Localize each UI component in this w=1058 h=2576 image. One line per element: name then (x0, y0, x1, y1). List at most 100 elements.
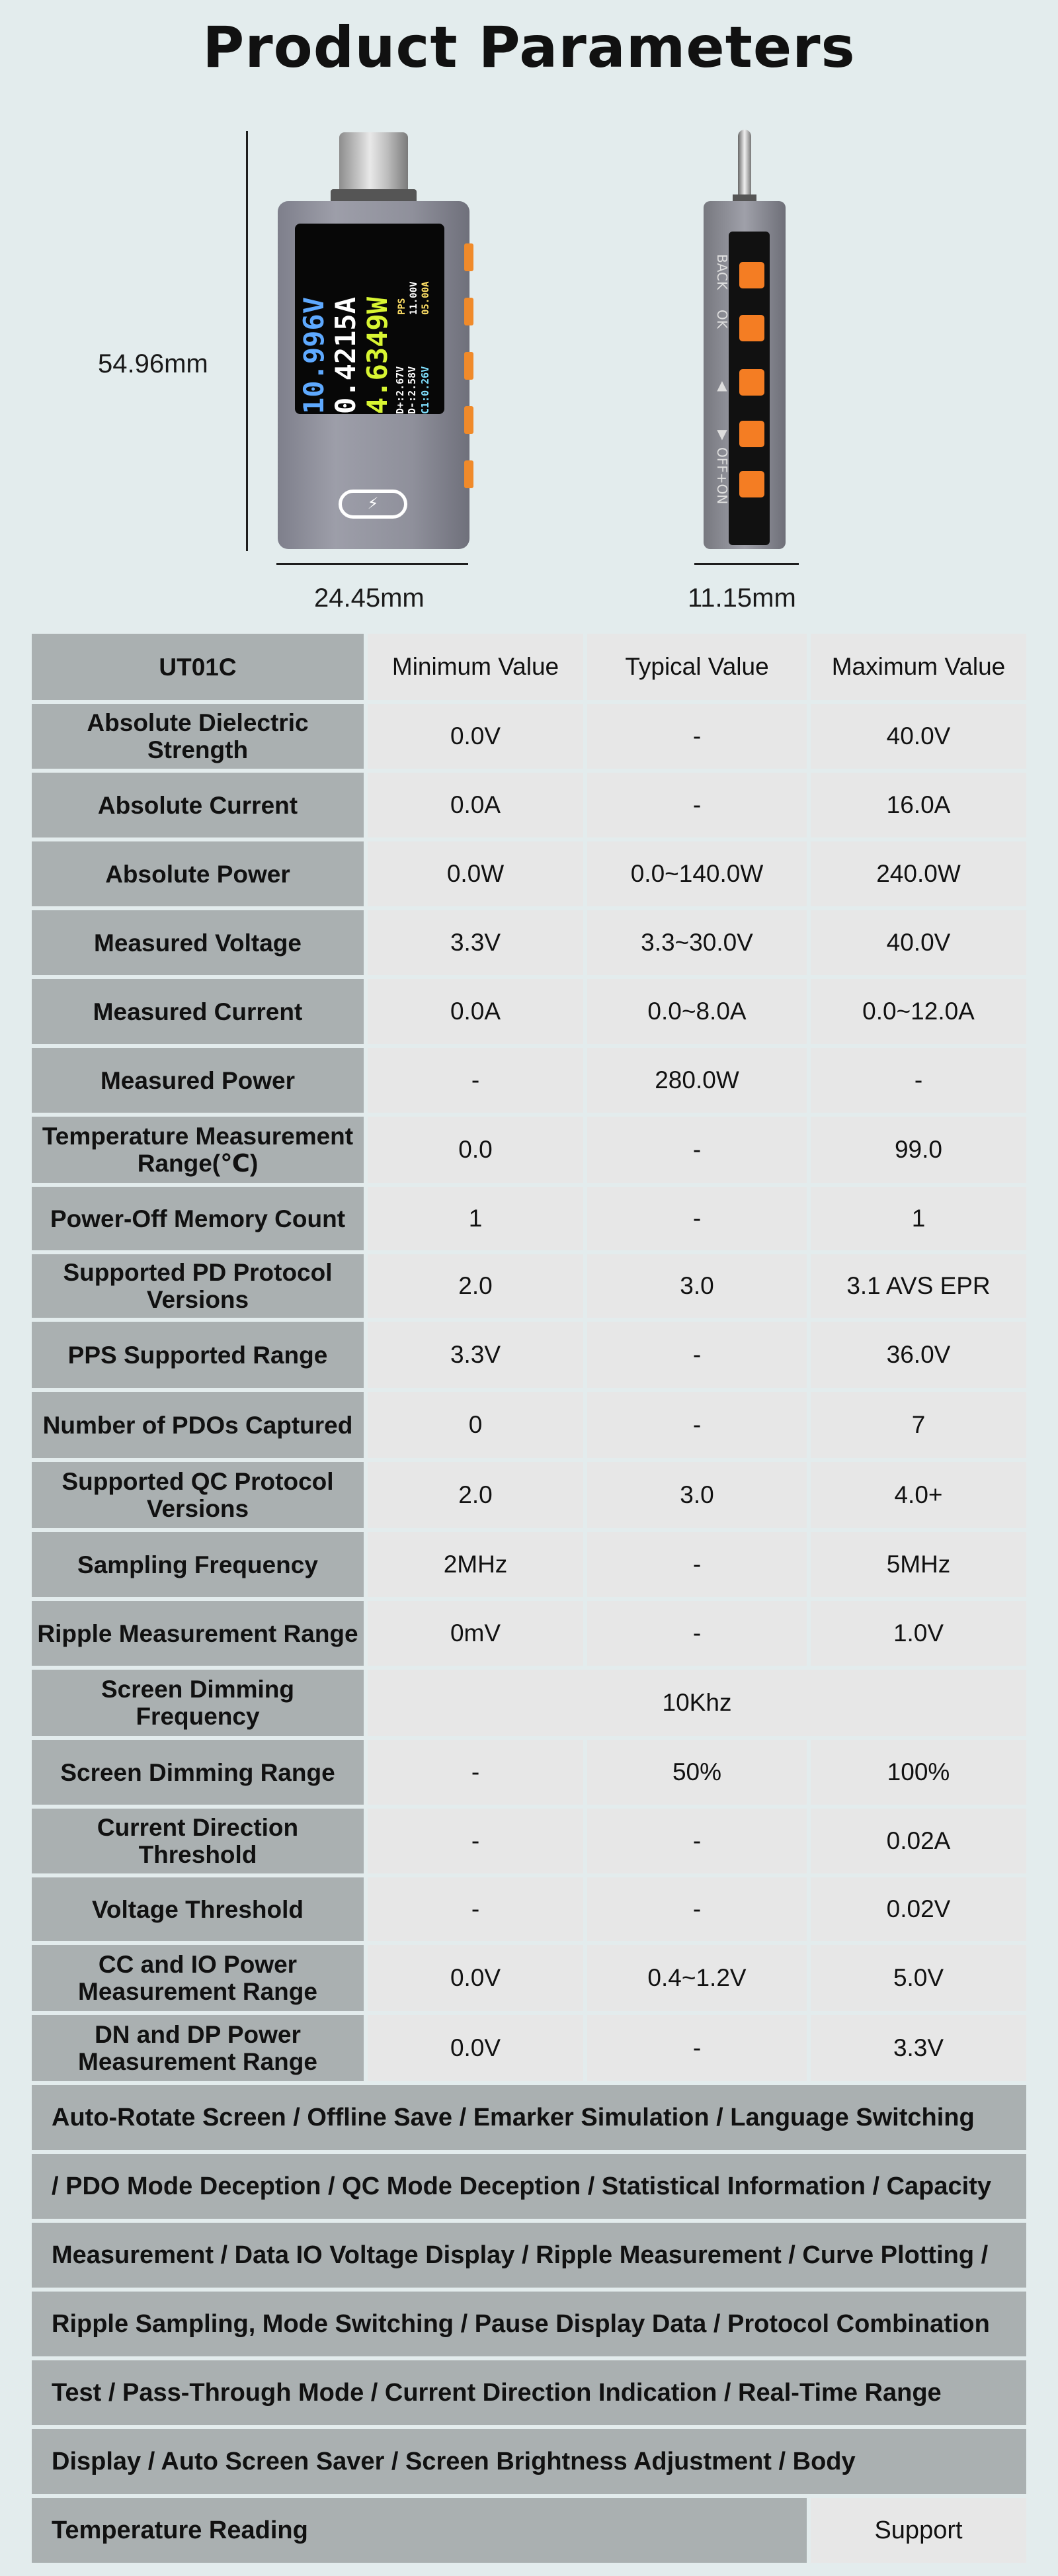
value-cell: 2MHz (368, 1532, 583, 1597)
screen-cc: C1:0.26V (419, 366, 431, 414)
value-cell: 0.0 (368, 1117, 583, 1183)
value-cell: 0.0A (368, 979, 583, 1044)
table-header-cell: Minimum Value (368, 634, 583, 700)
value-cell: - (587, 1877, 807, 1941)
value-cell: 5.0V (811, 1945, 1026, 2011)
value-cell: 7 (811, 1392, 1026, 1458)
parameter-name-cell: Screen Dimming Frequency (32, 1670, 364, 1736)
value-cell: 280.0W (587, 1048, 807, 1113)
value-cell: 50% (587, 1740, 807, 1805)
value-cell: 0.02V (811, 1877, 1026, 1941)
parameter-name-cell: Measured Current (32, 979, 364, 1044)
value-cell: - (587, 773, 807, 837)
table-row: Supported QC Protocol Versions 2.0 3.0 4.0+ (32, 1462, 1026, 1528)
feature-line: Auto-Rotate Screen / Offline Save / Emar… (32, 2085, 1026, 2150)
value-cell: - (368, 1740, 583, 1805)
side-button (464, 406, 473, 434)
value-cell: - (587, 1809, 807, 1873)
width-dimension-line (276, 563, 468, 565)
parameter-name-cell: Temperature Measurement Range(℃) (32, 1117, 364, 1183)
table-row: Current Direction Threshold - -0.02A (32, 1809, 1026, 1873)
table-row: Supported PD Protocol Versions 2.0 3.0 3.1 … (32, 1254, 1026, 1318)
screen-power: 4.6349W (361, 296, 393, 414)
side-button (464, 243, 473, 271)
table-row: Measured Voltage 3.3V 3.3~30.0V 40.0V (32, 910, 1026, 975)
value-cell: 3.1 AVS EPR (811, 1254, 1026, 1318)
table-header-cell: UT01C (32, 634, 364, 700)
device-screen (295, 224, 444, 414)
depth-dimension-line (694, 563, 799, 565)
table-row: Ripple Measurement Range 0mV -1.0V (32, 1601, 1026, 1666)
value-cell: - (587, 1392, 807, 1458)
parameter-name-cell: Absolute Current (32, 773, 364, 837)
parameter-name-cell: Absolute Dielectric Strength (32, 704, 364, 769)
value-cell: 0.0~140.0W (587, 841, 807, 906)
parameter-name-cell: Ripple Measurement Range (32, 1601, 364, 1666)
ok-button (739, 315, 764, 341)
screen-pps-label: PPS (397, 298, 407, 315)
value-cell: 10Khz (368, 1670, 1026, 1736)
depth-dimension-label: 11.15mm (688, 583, 796, 613)
value-cell: - (587, 1601, 807, 1666)
value-cell: - (587, 2015, 807, 2081)
value-cell: 3.3V (368, 1322, 583, 1388)
feature-support-cell: Support (811, 2498, 1026, 2563)
feature-line: Ripple Sampling, Mode Switching / Pause … (32, 2292, 1026, 2356)
table-header-row: UT01C Minimum Value Typical Value Maximum V… (32, 634, 1026, 700)
value-cell: 0.0A (368, 773, 583, 837)
value-cell: 3.3V (368, 910, 583, 975)
value-cell: 0.0~12.0A (811, 979, 1026, 1044)
height-dimension-label: 54.96mm (98, 349, 208, 378)
value-cell: 3.3V (811, 2015, 1026, 2081)
value-cell: - (368, 1048, 583, 1113)
screen-voltage: 10.996V (298, 296, 330, 414)
device-screen-readout: 10.996V 0.4215A 4.6349W D+:2.67V D-:2.58… (298, 229, 442, 414)
parameter-name-cell: DN and DP Power Measurement Range (32, 2015, 364, 2081)
screen-dminus: D-:2.58V (406, 366, 418, 414)
parameter-name-cell: Supported QC Protocol Versions (32, 1462, 364, 1528)
back-button (739, 262, 764, 288)
ok-label: OK (714, 310, 730, 329)
side-button (464, 298, 473, 325)
brand-logo-icon: ⚡ (339, 490, 407, 519)
screen-pps-voltage: 11.00V (409, 281, 419, 315)
value-cell: 0 (368, 1392, 583, 1458)
parameter-name-cell: Voltage Threshold (32, 1877, 364, 1941)
height-dimension-line (246, 131, 248, 551)
table-row: Absolute Dielectric Strength 0.0V -40.0V (32, 704, 1026, 769)
value-cell: - (587, 1187, 807, 1250)
table-row: Absolute Current 0.0A -16.0A (32, 773, 1026, 837)
back-label: BACK (714, 254, 730, 290)
parameter-name-cell: PPS Supported Range (32, 1322, 364, 1388)
side-button (464, 352, 473, 380)
feature-line: / PDO Mode Deception / QC Mode Deception… (32, 2154, 1026, 2219)
value-cell: 36.0V (811, 1322, 1026, 1388)
value-cell: 99.0 (811, 1117, 1026, 1183)
value-cell: 1 (368, 1187, 583, 1250)
feature-line: Measurement / Data IO Voltage Display / … (32, 2223, 1026, 2288)
value-cell: 0.0V (368, 704, 583, 769)
screen-current: 0.4215A (329, 296, 362, 414)
table-row: Measured Current 0.0A 0.0~8.0A 0.0~12.0A (32, 979, 1026, 1044)
up-button (739, 369, 764, 396)
table-row: Sampling Frequency 2MHz -5MHz (32, 1532, 1026, 1597)
value-cell: - (368, 1877, 583, 1941)
parameter-name-cell: Measured Power (32, 1048, 364, 1113)
screen-pps-current: 05.00A (421, 281, 431, 315)
table-row: Voltage Threshold - -0.02V (32, 1877, 1026, 1941)
table-row: DN and DP Power Measurement Range 0.0V -3.… (32, 2015, 1026, 2081)
value-cell: - (587, 704, 807, 769)
table-header-cell: Typical Value (587, 634, 807, 700)
table-row: Screen Dimming Range -50% 100% (32, 1740, 1026, 1805)
value-cell: - (368, 1809, 583, 1873)
value-cell: 4.0+ (811, 1462, 1026, 1528)
table-row: PPS Supported Range 3.3V -36.0V (32, 1322, 1026, 1388)
value-cell: - (587, 1532, 807, 1597)
device-side-view: BACK OK ▲ ▼ OFF+ON (704, 130, 786, 550)
table-row: Power-Off Memory Count 1-1 (32, 1187, 1026, 1250)
value-cell: 2.0 (368, 1462, 583, 1528)
value-cell: 1.0V (811, 1601, 1026, 1666)
value-cell: 3.3~30.0V (587, 910, 807, 975)
value-cell: 40.0V (811, 704, 1026, 769)
table-row: Absolute Power 0.0W 0.0~140.0W 240.0W (32, 841, 1026, 906)
